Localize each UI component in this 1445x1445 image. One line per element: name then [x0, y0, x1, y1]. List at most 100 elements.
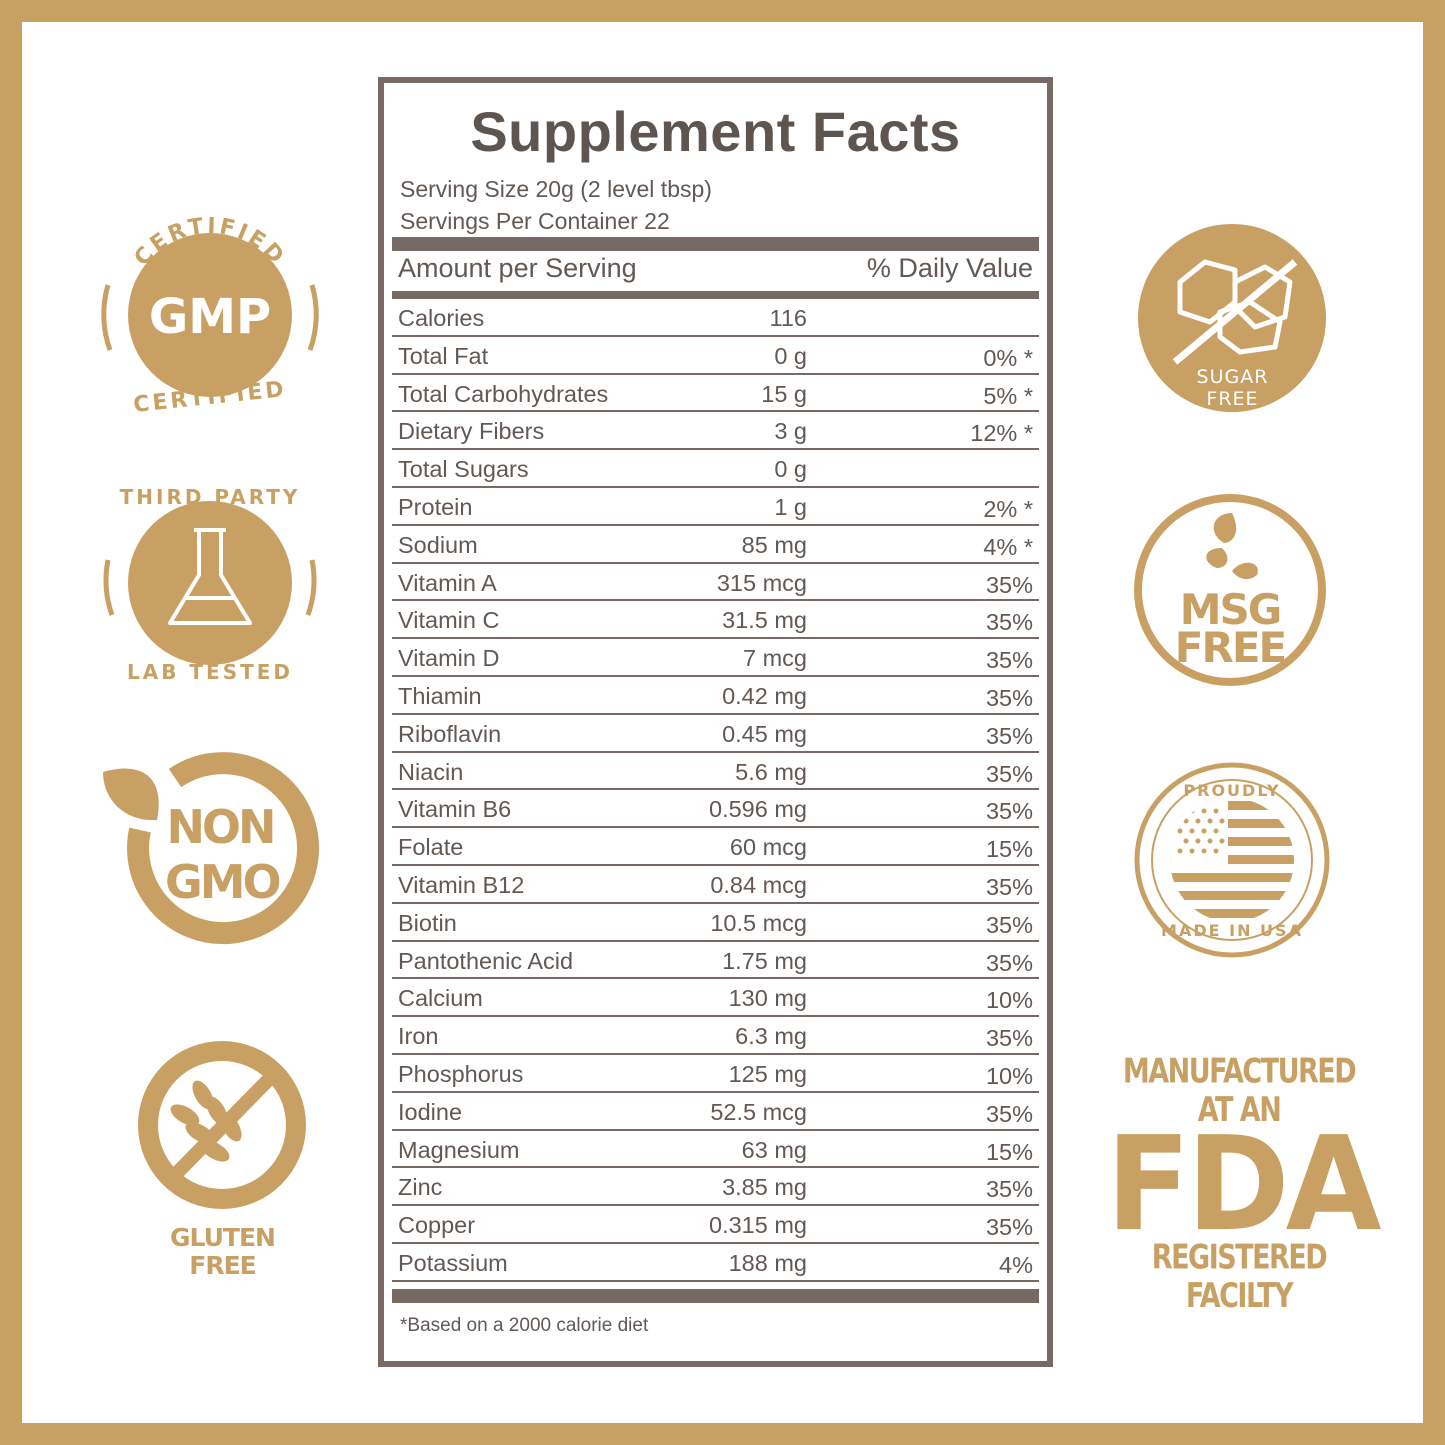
nutrient-amount: 85 mg	[741, 531, 807, 558]
nutrient-daily-value: 35%	[985, 1100, 1033, 1127]
nutrient-name: Riboflavin	[398, 720, 502, 747]
lab-bottom-text: LAB TESTED	[126, 660, 294, 684]
nutrient-row: Vitamin A 315 mcg 35%	[392, 564, 1039, 602]
nutrient-amount: 0 g	[774, 342, 807, 369]
non-gmo-line2: GMO	[165, 855, 282, 909]
nutrient-name: Iron	[398, 1023, 439, 1050]
nutrient-name: Iodine	[398, 1098, 463, 1125]
nutrient-daily-value: 35%	[985, 798, 1033, 825]
nutrient-daily-value: 15%	[985, 1138, 1033, 1165]
nutrient-daily-value: 10%	[985, 987, 1033, 1014]
msg-free-badge: MSG FREE	[1132, 493, 1332, 688]
sugar-free-badge: SUGAR FREE	[1135, 222, 1330, 417]
nutrient-daily-value: 35%	[985, 1214, 1033, 1241]
nutrient-amount: 116	[769, 305, 807, 331]
nutrient-daily-value: 35%	[985, 609, 1033, 636]
nutrient-name: Vitamin B12	[398, 872, 525, 898]
nutrient-name: Vitamin C	[398, 607, 500, 634]
nutrient-row: Iron 6.3 mg 35%	[392, 1017, 1039, 1055]
nutrient-row: Magnesium 63 mg 15%	[392, 1131, 1039, 1169]
nutrient-amount: 188 mg	[728, 1250, 807, 1276]
nutrient-row: Niacin 5.6 mg 35%	[392, 753, 1039, 791]
footnote: *Based on a 2000 calorie diet	[400, 1315, 649, 1336]
nutrient-daily-value: 35%	[985, 1176, 1033, 1203]
nutrient-daily-value: 35%	[985, 647, 1033, 674]
nutrient-amount: 0.84 mcg	[710, 872, 807, 898]
nutrient-daily-value: 10%	[985, 1063, 1033, 1089]
nutrient-name: Phosphorus	[398, 1061, 524, 1087]
nutrient-name: Potassium	[398, 1250, 508, 1276]
divider-medium	[392, 291, 1039, 299]
fda-registered-badge: MANUFACTURED AT AN FDA REGISTERED FACILT…	[1106, 1052, 1382, 1316]
fda-line1: MANUFACTURED AT AN	[1122, 1052, 1357, 1130]
nutrient-row: Dietary Fibers 3 g 12% *	[392, 412, 1039, 451]
column-header: Amount per Serving % Daily Value	[398, 253, 1033, 289]
nutrient-daily-value: 12% *	[970, 420, 1033, 447]
supplement-facts-panel: Supplement Facts Serving Size 20g (2 lev…	[378, 77, 1053, 1367]
amount-header: Amount per Serving	[398, 253, 637, 283]
nutrient-name: Vitamin A	[398, 569, 497, 596]
nutrient-daily-value: 35%	[985, 722, 1033, 749]
nutrient-row: Phosphorus 125 mg 10%	[392, 1055, 1039, 1093]
nutrient-name: Folate	[398, 834, 464, 861]
nutrient-name: Dietary Fibers	[398, 418, 545, 445]
gluten-free-badge: GLUTEN FREE	[125, 1035, 320, 1280]
nutrient-row: Sodium 85 mg 4% *	[392, 526, 1039, 564]
nutrient-name: Total Carbohydrates	[398, 380, 609, 407]
facts-title: Supplement Facts	[470, 100, 961, 163]
nutrient-row: Folate 60 mcg 15%	[392, 828, 1039, 866]
nutrient-amount: 7 mcg	[743, 645, 807, 672]
nutrient-name: Copper	[398, 1212, 476, 1239]
fda-line3: REGISTERED FACILTY	[1151, 1238, 1328, 1316]
nutrient-amount: 130 mg	[728, 985, 807, 1012]
lab-tested-badge: THIRD PARTY LAB TESTED	[100, 475, 320, 700]
fda-line2: FDA	[1106, 1109, 1382, 1261]
nutrient-amount: 0 g	[774, 456, 807, 483]
nutrient-daily-value: 35%	[985, 571, 1033, 598]
nutrient-daily-value: 5% *	[983, 382, 1033, 409]
nutrient-name: Calories	[398, 305, 485, 331]
nutrient-amount: 52.5 mcg	[710, 1098, 807, 1125]
nutrient-name: Magnesium	[398, 1136, 520, 1163]
nutrient-daily-value: 2% *	[983, 496, 1033, 522]
nutrient-row: Riboflavin 0.45 mg 35%	[392, 715, 1039, 753]
gmp-certified-badge: GMP CERTIFIED CERTIFIED	[100, 205, 320, 430]
non-gmo-line1: NON	[166, 800, 276, 854]
nutrient-name: Zinc	[398, 1174, 443, 1201]
nutrient-daily-value: 15%	[985, 836, 1033, 863]
serving-info: Serving Size 20g (2 level tbsp) Servings…	[400, 173, 712, 237]
servings-per-container: Servings Per Container 22	[400, 208, 670, 234]
nutrient-row: Vitamin B6 0.596 mg 35%	[392, 790, 1039, 829]
nutrient-daily-value: 35%	[985, 949, 1033, 976]
nutrient-daily-value: 4%	[999, 1252, 1033, 1278]
nutrient-amount: 3 g	[774, 418, 807, 445]
nutrient-name: Thiamin	[398, 683, 482, 709]
nutrient-amount: 63 mg	[741, 1136, 807, 1163]
nutrient-name: Biotin	[398, 909, 457, 936]
nutrient-daily-value: 4% *	[983, 533, 1033, 560]
nutrient-amount: 1.75 mg	[722, 947, 807, 974]
nutrient-daily-value: 35%	[985, 1025, 1033, 1052]
daily-value-header: % Daily Value	[866, 253, 1033, 283]
nutrient-name: Niacin	[398, 758, 464, 785]
nutrient-amount: 0.315 mg	[709, 1212, 807, 1239]
nutrient-amount: 1 g	[774, 494, 807, 520]
non-gmo-badge: NON GMO	[95, 752, 325, 960]
nutrient-amount: 6.3 mg	[735, 1023, 807, 1050]
nutrient-row: Biotin 10.5 mcg 35%	[392, 904, 1039, 942]
nutrient-daily-value: 35%	[985, 911, 1033, 938]
nutrient-row: Iodine 52.5 mcg 35%	[392, 1093, 1039, 1131]
nutrient-amount: 315 mcg	[716, 569, 807, 596]
nutrient-amount: 0.42 mg	[722, 683, 807, 709]
divider-thick	[392, 1289, 1039, 1303]
nutrient-name: Vitamin D	[398, 645, 500, 672]
nutrient-name: Sodium	[398, 531, 478, 558]
usa-bottom-text: MADE IN USA	[1161, 921, 1303, 940]
nutrient-daily-value: 35%	[985, 874, 1033, 900]
nutrient-amount: 0.45 mg	[722, 720, 807, 747]
made-in-usa-badge: PROUDLY MADE IN USA	[1132, 762, 1332, 958]
serving-size: Serving Size 20g (2 level tbsp)	[400, 176, 712, 202]
divider-thick	[392, 237, 1039, 251]
nutrient-amount: 31.5 mg	[722, 607, 807, 634]
nutrient-amount: 60 mcg	[729, 834, 807, 861]
